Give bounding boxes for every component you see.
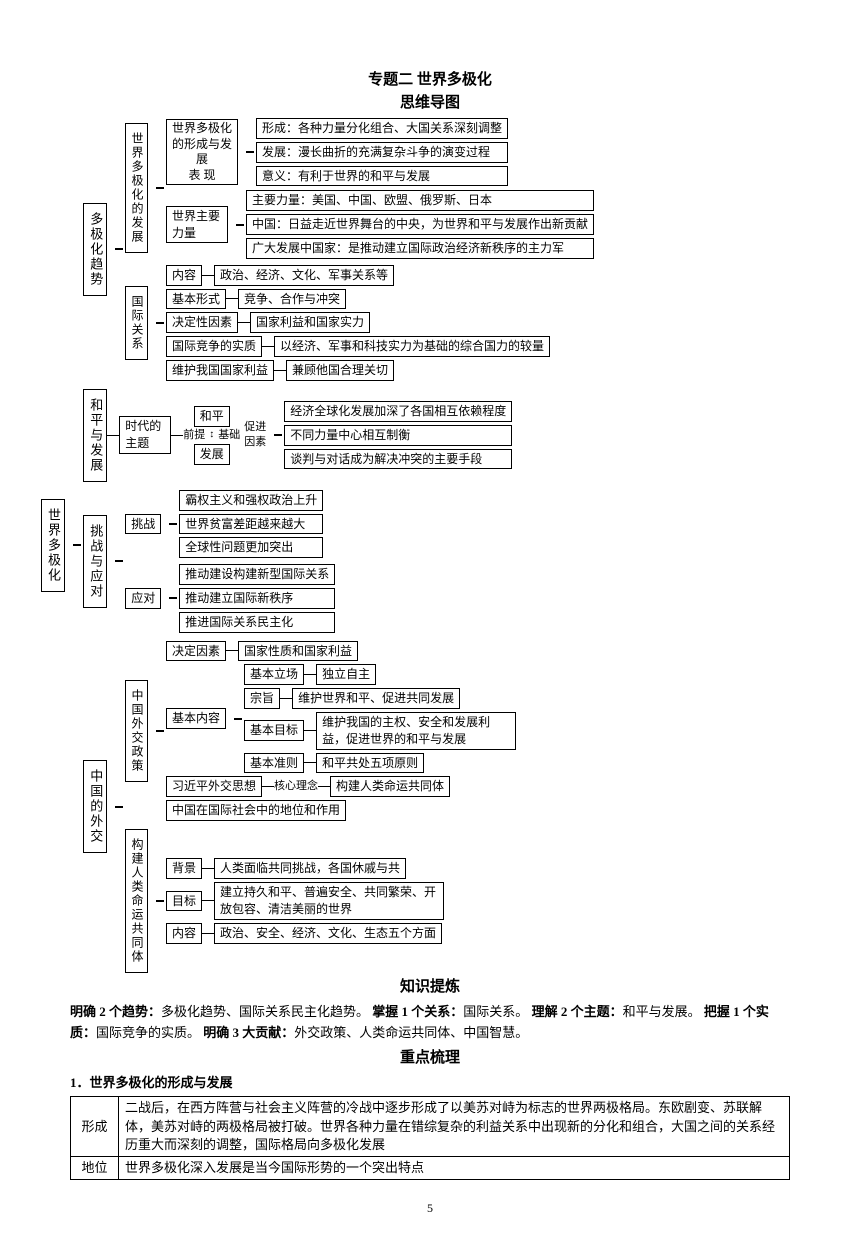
topic-title: 专题二 世界多极化 [70,70,790,91]
key: 基本形式 [166,289,226,310]
branch-china-diplomacy: 中国的外交 [83,760,107,853]
node: 中国外交政策 [125,680,148,782]
leaf: 不同力量中心相互制衡 [284,425,512,446]
leaf: 主要力量：美国、中国、欧盟、俄罗斯、日本 [246,190,594,211]
key: 习近平外交思想 [166,776,262,797]
val: 国家利益和国家实力 [250,312,370,333]
key: 基本目标 [244,720,304,741]
node: 世界主要力量 [166,206,228,244]
key: 基本准则 [244,753,304,774]
val: 兼顾他国合理关切 [286,360,394,381]
knowledge-summary: 明确 2 个趋势：多极化趋势、国际关系民主化趋势。 掌握 1 个关系：国际关系。… [70,1002,790,1044]
branch-peace-dev: 和平与发展 [83,389,107,482]
leaf: 谈判与对话成为解决冲突的主要手段 [284,449,512,470]
val: 以经济、军事和科技实力为基础的综合国力的较量 [274,336,550,357]
val: 人类面临共同挑战，各国休戚与共 [214,858,406,879]
cell-val: 二战后，在西方阵营与社会主义阵营的冷战中逐步形成了以美苏对峙为标志的世界两极格局… [119,1097,790,1157]
keypoint-heading: 1．世界多极化的形成与发展 [70,1073,790,1094]
leaf: 意义：有利于世界的和平与发展 [256,166,508,187]
key: 基本内容 [166,708,226,729]
peace-cycle: 和平 前提↕基础 发展 [183,406,240,465]
leaf: 形成：各种力量分化组合、大国关系深刻调整 [256,118,508,139]
key: 国际竞争的实质 [166,336,262,357]
val: 政治、经济、文化、军事关系等 [214,265,394,286]
node: 挑战 [125,514,161,535]
node-intl-relations: 国际关系 [125,286,148,360]
key: 基本立场 [244,664,304,685]
val: 国家性质和国家利益 [238,641,358,662]
section-knowledge: 知识提炼 [70,977,790,998]
table-row: 形成 二战后，在西方阵营与社会主义阵营的冷战中逐步形成了以美苏对峙为标志的世界两… [71,1097,790,1157]
leaf: 世界贫富差距越来越大 [179,514,323,535]
leaf: 推动建立国际新秩序 [179,588,335,609]
mindmap-heading: 思维导图 [70,93,790,114]
key: 背景 [166,858,202,879]
leaf: 霸权主义和强权政治上升 [179,490,323,511]
root-node: 世界多极化 [41,499,65,592]
val: 维护我国的主权、安全和发展利益，促进世界的和平与发展 [316,712,516,750]
leaf: 推动建设构建新型国际关系 [179,564,335,585]
val: 竞争、合作与冲突 [238,289,346,310]
leaf: 中国：日益走近世界舞台的中央，为世界和平与发展作出新贡献 [246,214,594,235]
val: 独立自主 [316,664,376,685]
leaf: 中国在国际社会中的地位和作用 [166,800,346,821]
page-number: 5 [70,1200,790,1217]
leaf: 发展：漫长曲折的充满复杂斗争的演变过程 [256,142,508,163]
cell-val: 世界多极化深入发展是当今国际形势的一个突出特点 [119,1156,790,1179]
key: 决定性因素 [166,312,238,333]
branch-challenge: 挑战与应对 [83,515,107,608]
key: 决定因素 [166,641,226,662]
node: 世界多极化的发展 [125,123,148,253]
leaf: 经济全球化发展加深了各国相互依赖程度 [284,401,512,422]
key: 内容 [166,923,202,944]
key: 内容 [166,265,202,286]
node: 世界多极化的形成与发展 表 现 [166,119,238,185]
leaf: 全球性问题更加突出 [179,537,323,558]
branch-multipolar: 多极化趋势 [83,203,107,296]
node: 应对 [125,588,161,609]
key: 宗旨 [244,688,280,709]
val: 建立持久和平、普遍安全、共同繁荣、开放包容、清洁美丽的世界 [214,882,444,920]
node: 时代的主题 [119,416,171,454]
cell-key: 地位 [71,1156,119,1179]
section-keypoints: 重点梳理 [70,1048,790,1069]
key: 维护我国国家利益 [166,360,274,381]
node: 构建人类命运共同体 [125,829,148,973]
val: 维护世界和平、促进共同发展 [292,688,460,709]
leaf: 推进国际关系民主化 [179,612,335,633]
key: 目标 [166,891,202,912]
val: 构建人类命运共同体 [330,776,450,797]
val: 政治、安全、经济、文化、生态五个方面 [214,923,442,944]
cell-key: 形成 [71,1097,119,1157]
arrow-icon: ↕ [209,428,214,442]
table-row: 地位 世界多极化深入发展是当今国际形势的一个突出特点 [71,1156,790,1179]
leaf: 广大发展中国家：是推动建立国际政治经济新秩序的主力军 [246,238,594,259]
val: 和平共处五项原则 [316,753,424,774]
mindmap-diagram: 世界多极化 多极化趋势 世界多极化的发展 世界多极化的形成与发展 [70,118,790,973]
keypoint-table: 形成 二战后，在西方阵营与社会主义阵营的冷战中逐步形成了以美苏对峙为标志的世界两… [70,1096,790,1180]
